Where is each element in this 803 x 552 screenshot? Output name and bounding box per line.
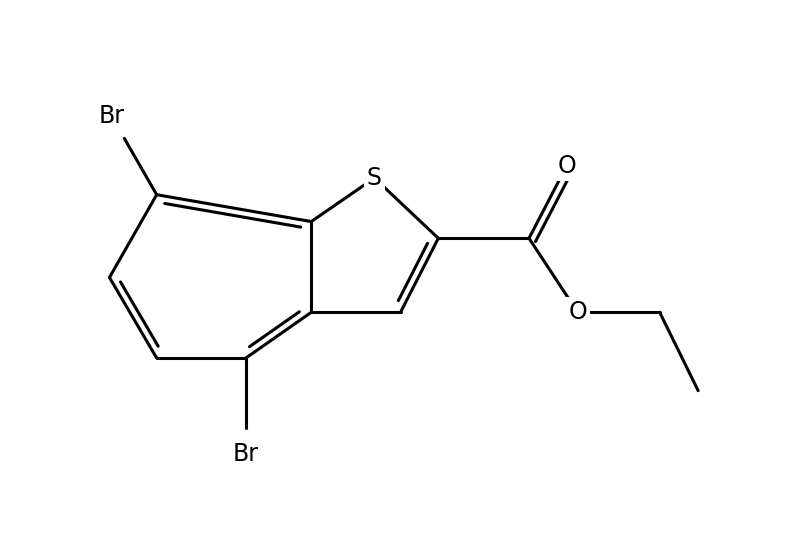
Text: O: O	[556, 153, 576, 178]
Text: Br: Br	[99, 104, 124, 128]
Text: Br: Br	[233, 442, 259, 466]
Text: S: S	[366, 166, 381, 190]
Text: O: O	[568, 300, 586, 324]
